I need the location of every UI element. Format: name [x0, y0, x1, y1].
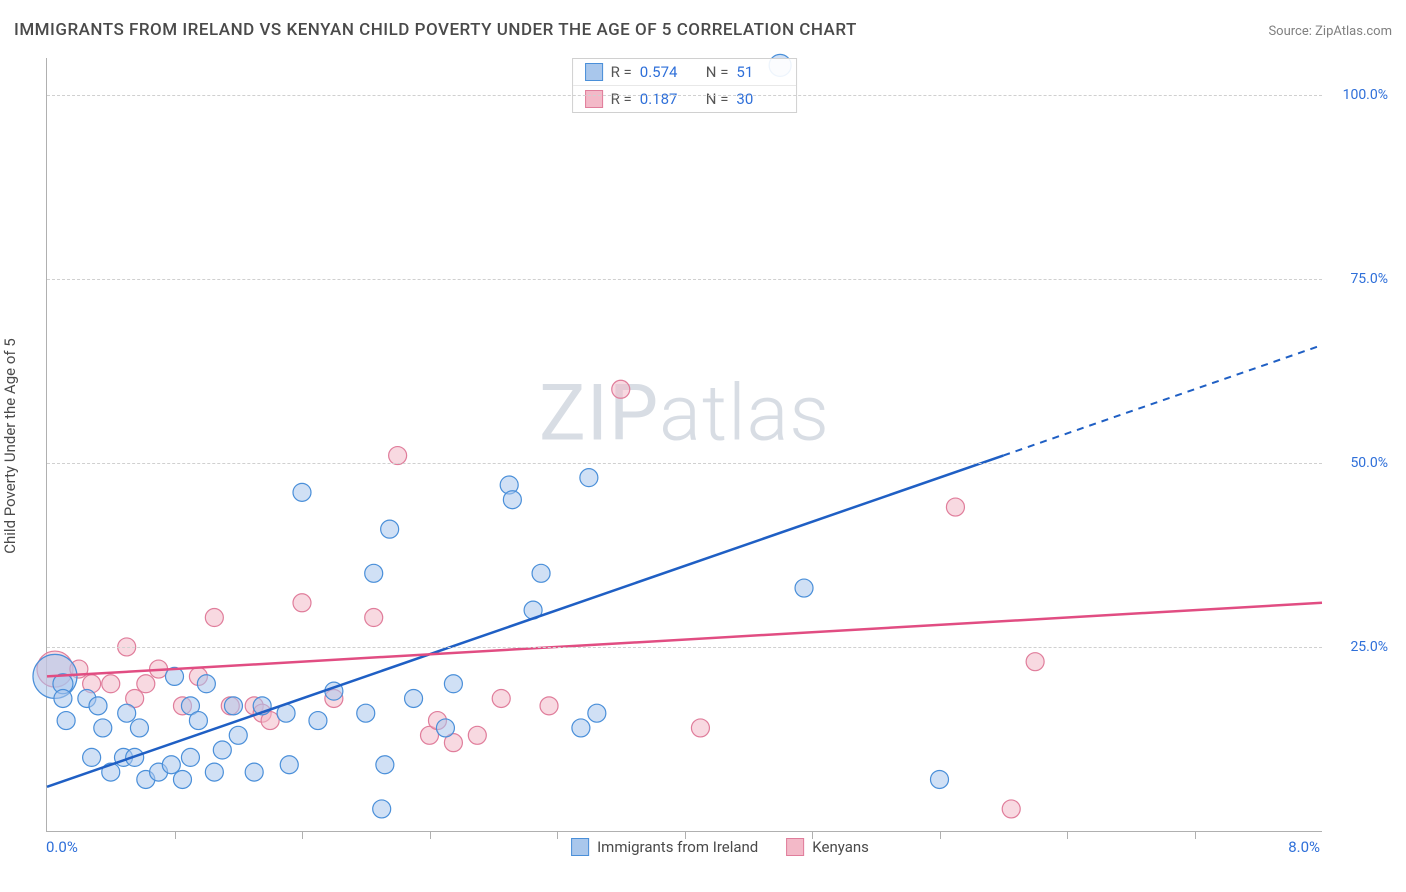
- n-label: N =: [706, 63, 729, 81]
- scatter-point: [54, 689, 72, 707]
- n-label: N =: [706, 90, 729, 108]
- scatter-point: [57, 712, 75, 730]
- scatter-point: [931, 770, 949, 788]
- scatter-point: [580, 469, 598, 487]
- x-tick: [557, 831, 558, 839]
- scatter-point: [588, 704, 606, 722]
- scatter-point: [245, 763, 263, 781]
- scatter-point: [205, 763, 223, 781]
- source-label: Source:: [1268, 24, 1311, 39]
- scatter-point: [357, 704, 375, 722]
- scatter-svg: [47, 58, 1322, 831]
- swatch-ireland: [585, 63, 603, 81]
- x-tick: [430, 831, 431, 839]
- bottom-legend: Immigrants from Ireland Kenyans: [571, 838, 869, 856]
- stats-legend-box: R = 0.574 N = 51 R = 0.187 N = 30: [572, 58, 798, 113]
- scatter-point: [309, 712, 327, 730]
- y-axis-title: Child Poverty Under the Age of 5: [1, 338, 19, 554]
- scatter-point: [94, 719, 112, 737]
- x-tick: [175, 831, 176, 839]
- chart-header: IMMIGRANTS FROM IRELAND VS KENYAN CHILD …: [14, 20, 1392, 40]
- scatter-point: [130, 719, 148, 737]
- gridline: [47, 647, 1322, 648]
- scatter-point: [197, 675, 215, 693]
- x-tick: [940, 831, 941, 839]
- gridline: [47, 95, 1322, 96]
- scatter-point: [946, 498, 964, 516]
- x-tick: [1067, 831, 1068, 839]
- scatter-point: [691, 719, 709, 737]
- y-tick-label: 75.0%: [1350, 271, 1388, 287]
- scatter-point: [83, 748, 101, 766]
- chart-area: ZIPatlas R = 0.574 N = 51 R = 0.187 N = …: [46, 58, 1394, 856]
- r-value-kenyans: 0.187: [640, 90, 688, 108]
- scatter-point: [102, 675, 120, 693]
- trend-line-extrapolated: [1003, 345, 1322, 455]
- scatter-point: [162, 756, 180, 774]
- scatter-point: [468, 726, 486, 744]
- scatter-point: [503, 491, 521, 509]
- scatter-point: [1026, 653, 1044, 671]
- scatter-point: [572, 719, 590, 737]
- scatter-point: [118, 704, 136, 722]
- y-tick-label: 25.0%: [1350, 639, 1388, 655]
- scatter-point: [373, 800, 391, 818]
- y-tick-label: 50.0%: [1350, 455, 1388, 471]
- gridline: [47, 279, 1322, 280]
- n-value-ireland: 51: [736, 63, 784, 81]
- legend-swatch-ireland: [571, 838, 589, 856]
- scatter-point: [89, 697, 107, 715]
- scatter-point: [389, 447, 407, 465]
- scatter-point: [405, 689, 423, 707]
- r-label: R =: [611, 63, 632, 81]
- trend-line: [47, 456, 1003, 787]
- scatter-point: [444, 675, 462, 693]
- chart-title: IMMIGRANTS FROM IRELAND VS KENYAN CHILD …: [14, 20, 857, 40]
- legend-item-ireland: Immigrants from Ireland: [571, 838, 758, 856]
- legend-item-kenyans: Kenyans: [786, 838, 869, 856]
- scatter-point: [229, 726, 247, 744]
- swatch-kenyans: [585, 90, 603, 108]
- scatter-point: [365, 609, 383, 627]
- scatter-point: [205, 609, 223, 627]
- scatter-point: [365, 564, 383, 582]
- scatter-point: [293, 483, 311, 501]
- r-label: R =: [611, 90, 632, 108]
- x-tick: [302, 831, 303, 839]
- x-axis-min-label: 0.0%: [46, 838, 78, 856]
- scatter-point: [532, 564, 550, 582]
- scatter-point: [795, 579, 813, 597]
- scatter-point: [224, 697, 242, 715]
- x-tick: [1195, 831, 1196, 839]
- n-value-kenyans: 30: [736, 90, 784, 108]
- plot-area: ZIPatlas R = 0.574 N = 51 R = 0.187 N = …: [46, 58, 1322, 832]
- legend-swatch-kenyans: [786, 838, 804, 856]
- scatter-point: [1002, 800, 1020, 818]
- scatter-point: [612, 380, 630, 398]
- scatter-point: [540, 697, 558, 715]
- scatter-point: [293, 594, 311, 612]
- stats-row-kenyans: R = 0.187 N = 30: [573, 85, 797, 112]
- scatter-point: [173, 770, 191, 788]
- legend-label-kenyans: Kenyans: [812, 838, 869, 856]
- stats-row-ireland: R = 0.574 N = 51: [573, 59, 797, 85]
- scatter-point: [189, 712, 207, 730]
- scatter-point: [492, 689, 510, 707]
- scatter-point: [280, 756, 298, 774]
- scatter-point: [376, 756, 394, 774]
- y-tick-label: 100.0%: [1343, 87, 1388, 103]
- legend-label-ireland: Immigrants from Ireland: [597, 838, 758, 856]
- source-link[interactable]: ZipAtlas.com: [1315, 24, 1392, 39]
- x-axis-max-label: 8.0%: [1288, 838, 1320, 856]
- scatter-point: [381, 520, 399, 538]
- chart-source: Source: ZipAtlas.com: [1268, 24, 1392, 39]
- gridline: [47, 463, 1322, 464]
- scatter-point: [137, 675, 155, 693]
- scatter-point: [436, 719, 454, 737]
- r-value-ireland: 0.574: [640, 63, 688, 81]
- scatter-point: [213, 741, 231, 759]
- scatter-point: [181, 748, 199, 766]
- trend-line: [47, 603, 1322, 677]
